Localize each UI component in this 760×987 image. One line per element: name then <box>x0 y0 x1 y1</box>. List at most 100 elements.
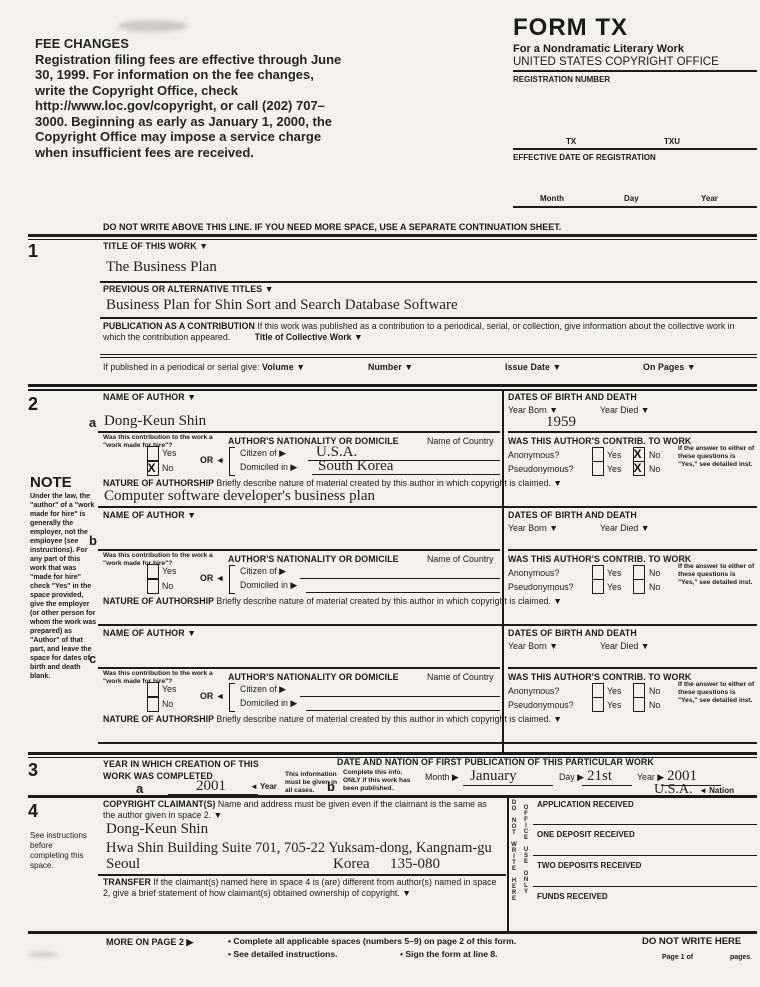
one-deposit-received-label: ONE DEPOSIT RECEIVED <box>537 830 635 839</box>
author-name-a[interactable]: Dong-Keun Shin <box>104 413 207 429</box>
rule <box>28 389 757 391</box>
application-received-line[interactable] <box>533 824 757 825</box>
pseud-no-checkbox-c[interactable] <box>633 697 645 712</box>
rule <box>507 797 509 931</box>
issue-date-label: Issue Date ▼ <box>505 362 562 372</box>
anon-no-checkbox-a[interactable] <box>633 447 645 462</box>
hire-yes-checkbox-b[interactable] <box>147 564 159 579</box>
pseud-no-checkbox-b[interactable] <box>633 579 645 594</box>
nature-line-a[interactable] <box>98 506 757 508</box>
year-tag: ◄ Year <box>250 782 277 791</box>
hire-no-checkbox-c[interactable] <box>147 697 159 712</box>
citizen-line-a[interactable] <box>308 460 500 461</box>
dates-line[interactable] <box>508 431 757 433</box>
year-completed-line[interactable] <box>168 794 258 795</box>
transfer-text: If the claimant(s) named here in space 4… <box>103 877 497 898</box>
pseud-yes-checkbox-c[interactable] <box>592 697 604 712</box>
scan-smudge <box>28 952 58 957</box>
name-of-author-label-b: NAME OF AUTHOR ▼ <box>103 510 197 520</box>
footer-page-label: Page 1 of <box>662 954 694 961</box>
title-of-work-value[interactable]: The Business Plan <box>106 259 217 275</box>
claimant-postal-value[interactable]: 135-080 <box>390 856 440 872</box>
pub-month-value[interactable]: January <box>470 768 517 784</box>
anon-yes-checkbox-b[interactable] <box>592 565 604 580</box>
year-completed-value[interactable]: 2001 <box>196 778 226 794</box>
author-name-line[interactable] <box>98 431 500 433</box>
pub-nation-value[interactable]: U.S.A. <box>654 782 693 797</box>
hire-yes-checkbox-c[interactable] <box>147 682 159 697</box>
anon-no-checkbox-c[interactable] <box>633 683 645 698</box>
year-died-label-c: Year Died ▼ <box>600 641 650 651</box>
citizen-label-a: Citizen of ▶ <box>240 448 286 458</box>
hire-no-checkbox-b[interactable] <box>147 579 159 594</box>
section-4-sidebar: See instructions before completing this … <box>30 831 87 870</box>
previous-titles-value[interactable]: Business Plan for Shin Sort and Search D… <box>106 297 458 313</box>
claimant-line[interactable] <box>98 874 506 876</box>
pub-year-value[interactable]: 2001 <box>667 768 697 784</box>
office-use-only-vertical: OFFICE USE ONLY <box>523 805 529 895</box>
domiciled-line-a[interactable] <box>312 474 500 475</box>
day-label: Day <box>624 194 639 203</box>
collective-work-label: Title of Collective Work ▼ <box>254 331 363 342</box>
nature-line-b[interactable] <box>98 624 757 626</box>
one-deposit-received-line[interactable] <box>533 855 757 856</box>
publication-as-contribution: PUBLICATION AS A CONTRIBUTION If this wo… <box>103 321 755 342</box>
year-died-label-a: Year Died ▼ <box>600 405 650 415</box>
rule <box>513 70 757 72</box>
pub-month-line[interactable] <box>463 785 553 786</box>
nature-value-a[interactable]: Computer software developer's business p… <box>104 488 375 504</box>
pub-day-label: Day ▶ <box>559 772 584 782</box>
domiciled-line-c[interactable] <box>306 710 500 711</box>
anon-no-checkbox-b[interactable] <box>633 565 645 580</box>
name-of-author-label-a: NAME OF AUTHOR ▼ <box>103 392 197 402</box>
or-label-b: OR ◄ <box>200 573 225 583</box>
author-name-line[interactable] <box>98 549 500 551</box>
rule <box>28 234 757 237</box>
domiciled-line-b[interactable] <box>306 592 500 593</box>
citizen-value-a[interactable]: U.S.A. <box>316 444 358 460</box>
form-office: UNITED STATES COPYRIGHT OFFICE <box>513 56 719 68</box>
nature-line-c[interactable] <box>98 742 757 744</box>
claimant-city-value[interactable]: Seoul <box>106 856 141 872</box>
pseud-yes-checkbox-a[interactable] <box>592 461 604 476</box>
year-born-value-a[interactable]: 1959 <box>546 414 576 430</box>
rule <box>100 357 757 358</box>
registration-number-label: REGISTRATION NUMBER <box>513 75 611 84</box>
serial-give-label: If published in a periodical or serial g… <box>103 362 260 372</box>
two-deposits-received-line[interactable] <box>533 886 757 887</box>
claimant-address-value[interactable]: Hwa Shin Building Suite 701, 705-22 Yuks… <box>106 840 492 856</box>
citizen-line-c[interactable] <box>300 696 500 697</box>
hire-no-checkbox-a[interactable] <box>147 461 159 476</box>
claimant-country-value[interactable]: Korea <box>333 856 370 872</box>
pub-year-line[interactable] <box>661 785 721 786</box>
pseud-yes-checkbox-b[interactable] <box>592 579 604 594</box>
nature-text-a: Briefly describe nature of material crea… <box>216 478 562 488</box>
rule <box>28 752 757 755</box>
publication-note: Complete this info. ONLY if this work ha… <box>343 769 411 792</box>
pub-day-value[interactable]: 21st <box>587 768 613 784</box>
hire-yes-checkbox-a[interactable] <box>147 446 159 461</box>
name-of-country-label-c: Name of Country <box>427 672 494 682</box>
nature-of-authorship-b: NATURE OF AUTHORSHIP Briefly describe na… <box>103 596 753 607</box>
footer-pages-label: pages <box>730 954 751 961</box>
previous-titles-line[interactable] <box>100 317 757 319</box>
title-of-work-label: TITLE OF THIS WORK ▼ <box>103 241 209 251</box>
anon-yes-checkbox-a[interactable] <box>592 447 604 462</box>
citizen-line-b[interactable] <box>300 578 500 579</box>
section-1-number: 1 <box>28 241 39 261</box>
year-born-label-a: Year Born ▼ <box>508 405 558 415</box>
dates-line[interactable] <box>508 667 757 669</box>
title-input-line[interactable] <box>100 281 757 283</box>
pub-day-line[interactable] <box>582 785 632 786</box>
author-name-line[interactable] <box>98 667 500 669</box>
domiciled-value-a[interactable]: South Korea <box>318 458 394 474</box>
fee-notice-body: Registration filing fees are effective t… <box>35 51 342 160</box>
claimant-name-value[interactable]: Dong-Keun Shin <box>106 821 209 837</box>
pseud-no-checkbox-a[interactable] <box>633 461 645 476</box>
dates-line[interactable] <box>508 549 757 551</box>
hire-yes-label-b: Yes <box>162 566 177 576</box>
contrib-label-a: WAS THIS AUTHOR'S CONTRIB. TO WORK <box>508 436 692 446</box>
publication-label: PUBLICATION AS A CONTRIBUTION <box>103 321 255 331</box>
pub-year-label: Year ▶ <box>637 772 664 782</box>
anon-yes-checkbox-c[interactable] <box>592 683 604 698</box>
